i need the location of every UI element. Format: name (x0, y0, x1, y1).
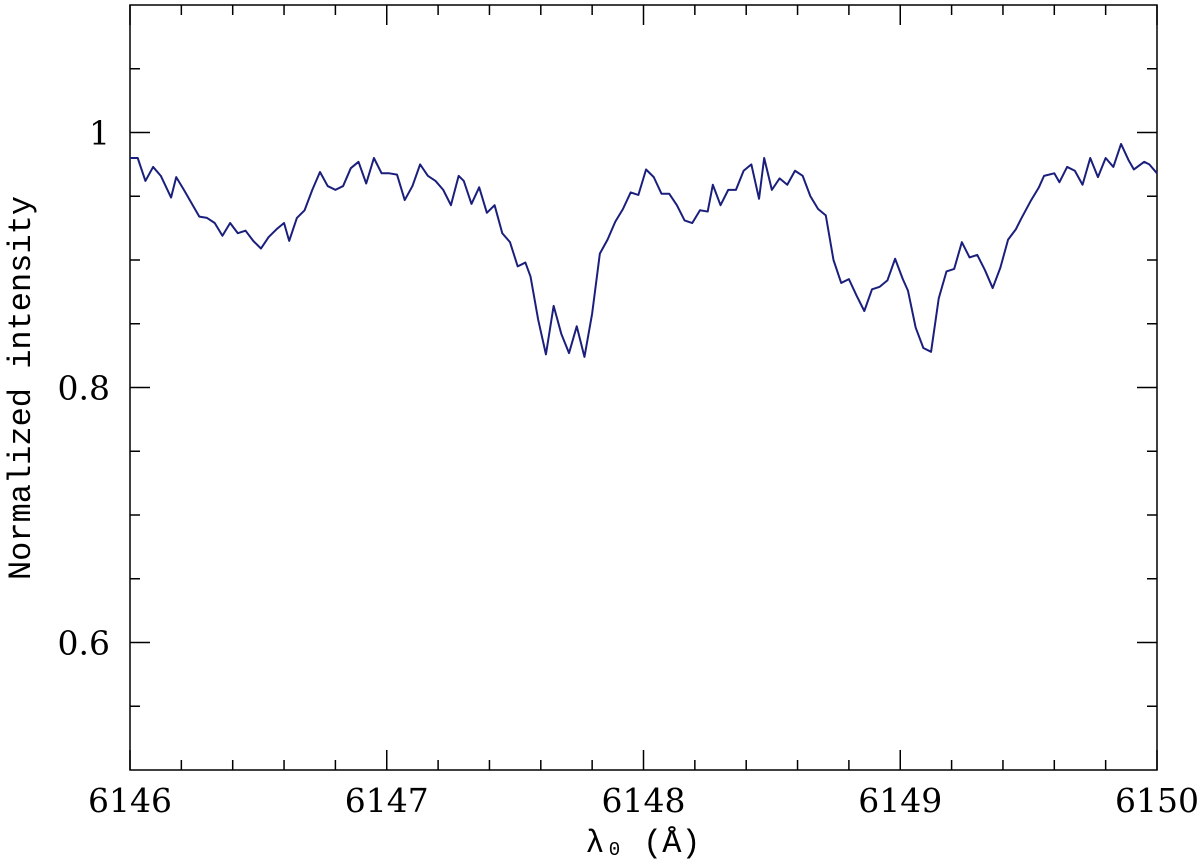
y-axis-label: Normalized intensity (3, 196, 40, 580)
x-tick-label: 6149 (858, 781, 942, 820)
x-tick-label: 6150 (1115, 781, 1199, 820)
y-tick-label: 1 (89, 114, 110, 153)
y-tick-label: 0.6 (58, 624, 110, 663)
y-tick-label: 0.8 (58, 369, 110, 408)
spectrum-line (130, 142, 1158, 358)
x-tick-label: 6147 (345, 781, 429, 820)
plot-frame (129, 4, 1158, 771)
x-axis-label: λ₀ (Å) (585, 825, 700, 862)
x-tick-label: 6146 (88, 781, 172, 820)
x-tick-label: 6148 (602, 781, 686, 820)
